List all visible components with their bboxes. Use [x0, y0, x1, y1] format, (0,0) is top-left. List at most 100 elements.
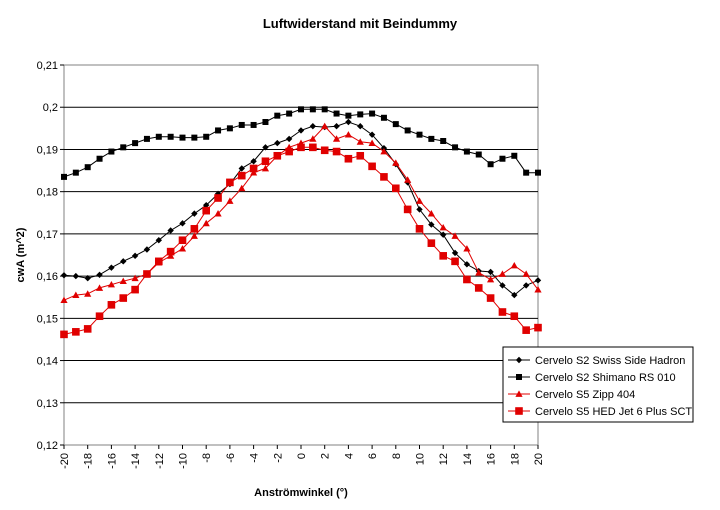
data-point	[214, 210, 222, 217]
data-point	[321, 122, 329, 130]
data-point	[143, 135, 150, 142]
data-point	[451, 232, 459, 239]
data-point	[515, 407, 523, 415]
y-tick-label: 0,19	[37, 144, 58, 156]
data-point	[179, 134, 186, 141]
data-point	[463, 261, 471, 268]
x-tick-label: 0	[296, 453, 308, 459]
data-point	[463, 275, 471, 284]
chart-title: Luftwiderstand mit Beindummy	[263, 16, 458, 31]
data-point	[474, 284, 483, 292]
data-point	[356, 151, 365, 160]
data-point	[60, 272, 68, 279]
data-point	[250, 121, 257, 128]
data-point	[369, 110, 376, 117]
legend-label: Cervelo S2 Shimano RS 010	[535, 372, 676, 384]
data-point	[190, 225, 199, 233]
y-tick-label: 0,13	[37, 398, 58, 410]
data-point	[522, 326, 530, 334]
data-point	[499, 282, 506, 289]
data-point	[95, 312, 104, 321]
data-point	[226, 197, 234, 204]
data-point	[427, 239, 436, 247]
data-point	[486, 294, 495, 302]
data-point	[132, 140, 139, 147]
data-point	[523, 169, 530, 176]
data-point	[439, 223, 447, 231]
data-point	[516, 374, 522, 380]
data-point	[72, 169, 79, 176]
data-point	[155, 237, 162, 244]
data-point	[84, 290, 92, 297]
data-point	[404, 176, 412, 183]
data-point	[380, 114, 387, 121]
x-tick-label: -16	[106, 453, 118, 469]
data-point	[274, 112, 281, 119]
data-point	[96, 155, 103, 162]
data-point	[415, 197, 424, 204]
legend-label: Cervelo S2 Swiss Side Hadron	[535, 355, 685, 367]
data-point	[522, 270, 530, 277]
data-point	[345, 118, 352, 126]
x-tick-label: -8	[201, 453, 213, 463]
data-point	[368, 131, 376, 138]
data-point	[274, 139, 281, 147]
data-point	[498, 308, 507, 316]
data-point	[108, 264, 115, 271]
data-point	[215, 127, 222, 134]
data-point	[392, 159, 400, 166]
data-point	[463, 245, 471, 252]
data-point	[72, 328, 80, 336]
data-point	[403, 205, 412, 214]
legend-box	[502, 346, 694, 423]
data-point	[167, 252, 175, 259]
y-tick-label: 0,14	[37, 356, 58, 368]
data-point	[463, 148, 470, 155]
data-point	[368, 139, 376, 146]
x-tick-label: -18	[83, 453, 95, 469]
data-point	[499, 155, 506, 162]
data-point	[107, 280, 115, 288]
data-point	[440, 138, 447, 144]
data-point	[131, 274, 139, 282]
data-point	[510, 312, 519, 321]
data-point	[297, 143, 305, 152]
data-point	[214, 194, 222, 202]
data-point	[534, 323, 542, 332]
data-point	[143, 270, 151, 278]
data-point	[510, 261, 518, 269]
data-point	[345, 112, 352, 119]
x-tick-label: -6	[225, 453, 237, 463]
data-point	[344, 154, 353, 163]
data-point	[427, 210, 435, 217]
data-point	[179, 220, 186, 227]
x-tick-label: 16	[486, 453, 498, 465]
y-tick-label: 0,15	[37, 313, 58, 325]
data-point	[404, 127, 411, 134]
data-point	[250, 169, 258, 176]
data-point	[534, 286, 542, 293]
data-point	[344, 131, 352, 138]
data-point	[309, 135, 317, 142]
data-point	[120, 258, 127, 265]
data-point	[203, 133, 210, 140]
series-group	[60, 106, 542, 339]
gridlines	[64, 106, 538, 404]
data-point	[428, 221, 435, 228]
legend-item: Cervelo S2 Shimano RS 010	[508, 372, 676, 384]
legend-item: Cervelo S2 Swiss Side Hadron	[508, 355, 685, 367]
data-point	[60, 330, 68, 339]
data-point	[285, 135, 293, 143]
data-point	[178, 245, 187, 252]
legend-item: Cervelo S5 HED Jet 6 Plus SCT	[508, 406, 692, 418]
data-point	[452, 144, 459, 151]
data-point	[333, 123, 340, 130]
data-point	[309, 106, 316, 113]
data-point	[487, 268, 494, 276]
x-tick-label: -12	[154, 453, 166, 469]
data-point	[356, 138, 364, 145]
legend-label: Cervelo S5 Zipp 404	[535, 389, 635, 401]
data-point	[72, 272, 80, 280]
data-point	[451, 249, 459, 257]
